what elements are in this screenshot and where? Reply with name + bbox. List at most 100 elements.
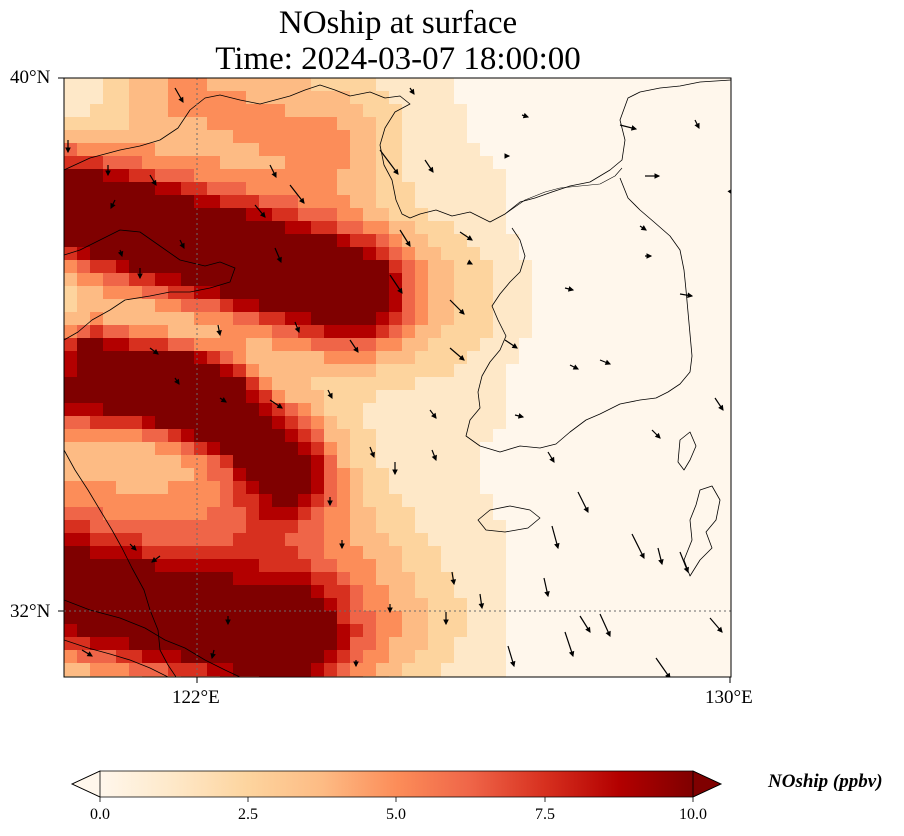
field-cell (441, 299, 455, 313)
field-cell (324, 247, 338, 261)
field-cell (64, 325, 78, 339)
field-cell (233, 533, 247, 547)
field-cell (454, 429, 468, 443)
field-cell (649, 533, 663, 547)
field-cell (181, 533, 195, 547)
field-cell (77, 676, 91, 677)
field-cell (116, 468, 130, 482)
field-cell (324, 286, 338, 300)
field-cell (714, 299, 728, 313)
field-cell (337, 247, 351, 261)
field-cell (90, 572, 104, 586)
field-cell (571, 325, 585, 339)
field-cell (350, 273, 364, 287)
field-cell (454, 286, 468, 300)
field-cell (272, 117, 286, 131)
field-cell (116, 403, 130, 417)
field-cell (337, 663, 351, 677)
field-cell (532, 481, 546, 495)
field-cell (519, 663, 533, 677)
wind-arrowhead (694, 122, 700, 130)
field-cell (298, 390, 312, 404)
field-cell (480, 559, 494, 573)
field-cell (675, 312, 689, 326)
field-cell (376, 338, 390, 352)
field-cell (649, 130, 663, 144)
field-cell (181, 429, 195, 443)
field-cell (350, 104, 364, 118)
field-cell (675, 156, 689, 170)
field-cell (207, 507, 221, 521)
field-cell (376, 325, 390, 339)
field-cell (155, 403, 169, 417)
field-cell (194, 637, 208, 651)
field-cell (623, 572, 637, 586)
field-cell (376, 546, 390, 560)
field-cell (727, 182, 731, 196)
field-cell (480, 117, 494, 131)
field-cell (649, 91, 663, 105)
field-cell (90, 221, 104, 235)
field-cell (480, 676, 494, 677)
wind-arrow (379, 149, 399, 175)
field-cell (558, 195, 572, 209)
field-cell (402, 533, 416, 547)
field-cell (493, 429, 507, 443)
field-cell (584, 520, 598, 534)
field-cell (519, 325, 533, 339)
field-cell (64, 390, 78, 404)
field-cell (519, 494, 533, 508)
field-cell (662, 494, 676, 508)
field-cell (493, 130, 507, 144)
field-cell (467, 455, 481, 469)
field-cell (285, 130, 299, 144)
field-cell (519, 611, 533, 625)
field-cell (662, 442, 676, 456)
field-cell (324, 182, 338, 196)
field-cell (402, 195, 416, 209)
field-cell (311, 104, 325, 118)
field-cell (207, 442, 221, 456)
field-cell (727, 637, 731, 651)
field-cell (116, 455, 130, 469)
field-cell (363, 338, 377, 352)
field-cell (220, 78, 234, 92)
field-cell (506, 546, 520, 560)
field-cell (272, 637, 286, 651)
field-cell (298, 481, 312, 495)
field-cell (90, 117, 104, 131)
field-cell (194, 403, 208, 417)
field-cell (337, 442, 351, 456)
field-cell (467, 130, 481, 144)
field-cell (701, 377, 715, 391)
field-cell (64, 221, 78, 235)
field-cell (597, 403, 611, 417)
field-cell (311, 650, 325, 664)
field-cell (64, 416, 78, 430)
field-cell (142, 377, 156, 391)
field-cell (636, 611, 650, 625)
field-cell (142, 234, 156, 248)
field-cell (168, 572, 182, 586)
field-cell (506, 624, 520, 638)
field-cell (129, 598, 143, 612)
field-cell (272, 208, 286, 222)
field-cell (558, 156, 572, 170)
field-cell (480, 598, 494, 612)
field-cell (584, 533, 598, 547)
field-cell (233, 117, 247, 131)
field-cell (90, 468, 104, 482)
field-cell (480, 247, 494, 261)
field-cell (363, 312, 377, 326)
field-cell (623, 273, 637, 287)
field-cell (155, 572, 169, 586)
field-cell (662, 585, 676, 599)
field-cell (701, 663, 715, 677)
field-cell (337, 559, 351, 573)
field-cell (662, 416, 676, 430)
field-cell (168, 156, 182, 170)
field-cell (311, 260, 325, 274)
field-cell (116, 156, 130, 170)
field-cell (649, 403, 663, 417)
field-cell (233, 156, 247, 170)
